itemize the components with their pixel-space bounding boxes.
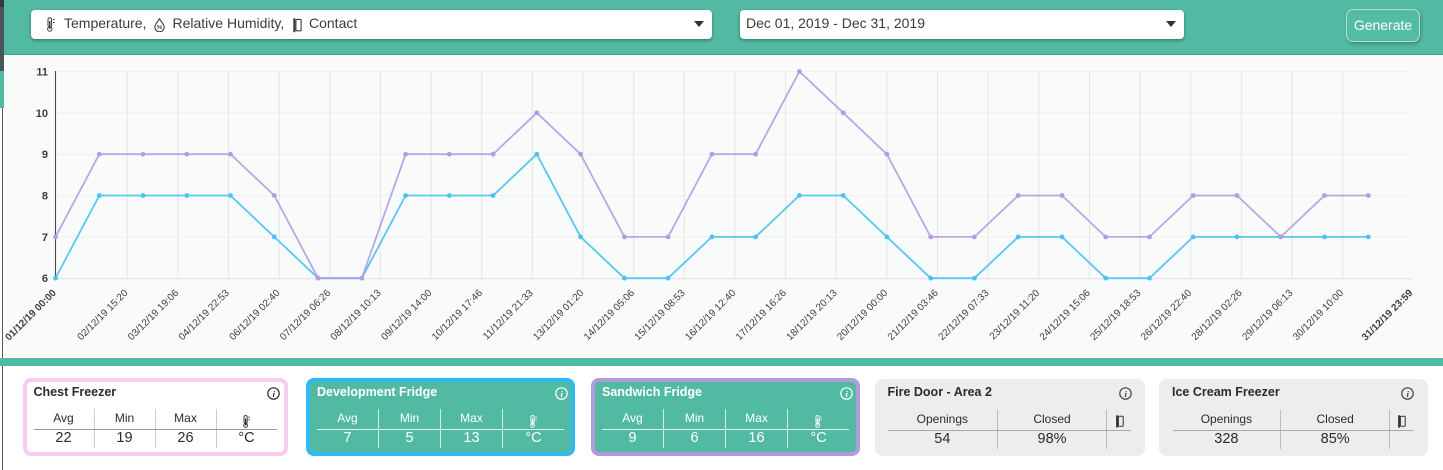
svg-text:9: 9 — [42, 149, 48, 161]
svg-text:15/12/19 08:53: 15/12/19 08:53 — [633, 288, 688, 343]
svg-text:17/12/19 16:26: 17/12/19 16:26 — [734, 288, 789, 343]
svg-text:10/12/19 17:46: 10/12/19 17:46 — [430, 288, 485, 343]
svg-text:16/12/19 12:40: 16/12/19 12:40 — [683, 288, 738, 343]
svg-text:03/12/19 19:06: 03/12/19 19:06 — [126, 288, 181, 343]
svg-text:08/12/19 10:13: 08/12/19 10:13 — [329, 288, 384, 343]
svg-text:18/12/19 20:13: 18/12/19 20:13 — [785, 288, 840, 343]
svg-text:13/12/19 01:20: 13/12/19 01:20 — [531, 288, 586, 343]
svg-text:8: 8 — [42, 191, 48, 203]
svg-text:24/12/19 15:06: 24/12/19 15:06 — [1038, 288, 1093, 343]
svg-text:i: i — [845, 389, 848, 399]
svg-text:6: 6 — [42, 273, 48, 285]
svg-text:11: 11 — [36, 67, 48, 79]
svg-text:14/12/19 05:06: 14/12/19 05:06 — [582, 288, 637, 343]
svg-text:26/12/19 22:40: 26/12/19 22:40 — [1139, 288, 1194, 343]
svg-text:29/12/19 06:13: 29/12/19 06:13 — [1240, 288, 1295, 343]
svg-text:i: i — [560, 389, 563, 399]
svg-text:21/12/19 03:46: 21/12/19 03:46 — [886, 288, 941, 343]
svg-text:10: 10 — [36, 108, 48, 120]
svg-text:i: i — [1124, 389, 1127, 399]
svg-text:20/12/19 00:00: 20/12/19 00:00 — [835, 288, 890, 343]
svg-text:01/12/19 00:00: 01/12/19 00:00 — [3, 288, 59, 344]
svg-text:11/12/19 21:33: 11/12/19 21:33 — [481, 288, 536, 343]
svg-text:i: i — [272, 389, 275, 399]
svg-text:23/12/19 11:20: 23/12/19 11:20 — [988, 288, 1043, 343]
svg-text:09/12/19 14:00: 09/12/19 14:00 — [379, 288, 434, 343]
svg-text:30/12/19 10:00: 30/12/19 10:00 — [1291, 288, 1346, 343]
svg-text:07/12/19 06:26: 07/12/19 06:26 — [278, 288, 333, 343]
svg-text:02/12/19 15:20: 02/12/19 15:20 — [76, 288, 131, 343]
svg-text:31/12/19 23:59: 31/12/19 23:59 — [1360, 288, 1416, 344]
svg-text:7: 7 — [42, 232, 48, 244]
svg-text:06/12/19 02:40: 06/12/19 02:40 — [228, 288, 283, 343]
svg-text:04/12/19 22:53: 04/12/19 22:53 — [177, 288, 232, 343]
svg-text:28/12/19 02:26: 28/12/19 02:26 — [1190, 288, 1245, 343]
svg-text:25/12/19 18:53: 25/12/19 18:53 — [1088, 288, 1143, 343]
svg-text:i: i — [1406, 389, 1409, 399]
svg-text:22/12/19 07:33: 22/12/19 07:33 — [937, 288, 992, 343]
